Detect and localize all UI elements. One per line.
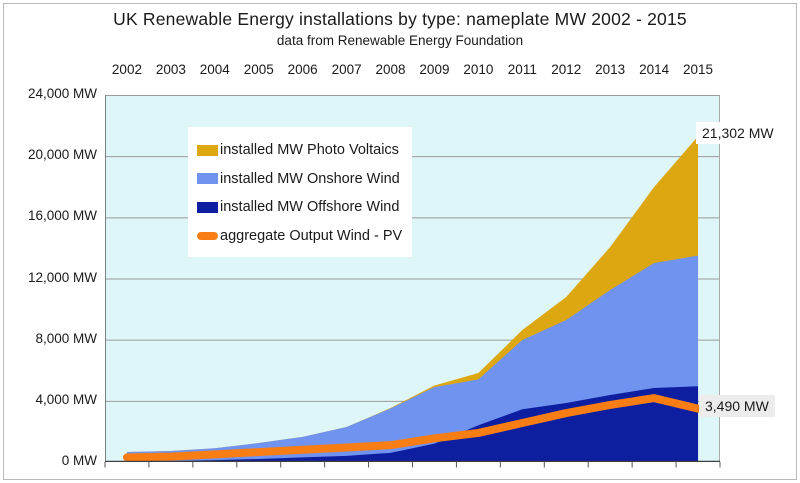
legend-label: installed MW Onshore Wind [220, 170, 400, 187]
y-axis-label: 16,000 MW [27, 208, 97, 224]
legend-label: aggregate Output Wind - PV [220, 227, 403, 244]
x-axis-label: 2007 [331, 62, 362, 77]
legend-swatch-icon [197, 173, 218, 185]
legend: installed MW Photo Voltaics installed MW … [188, 127, 412, 257]
x-axis-label: 2002 [111, 62, 142, 77]
legend-item: aggregate Output Wind - PV [197, 222, 404, 251]
x-axis-label: 2008 [375, 62, 406, 77]
x-axis-label: 2012 [551, 62, 582, 77]
area-installed-mw-offshore-wind [126, 386, 699, 462]
x-axis-label: 2005 [243, 62, 274, 77]
legend-item: installed MW Offshore Wind [197, 193, 404, 222]
x-axis-label: 2003 [155, 62, 186, 77]
y-axis-label: 24,000 MW [27, 86, 97, 101]
aggregate-output-line [122, 394, 703, 462]
legend-swatch-icon [197, 144, 218, 156]
legend-label: installed MW Offshore Wind [220, 199, 400, 216]
x-axis-label: 2013 [595, 62, 626, 77]
x-axis-label: 2006 [287, 62, 318, 77]
legend-item: installed MW Onshore Wind [197, 165, 404, 194]
legend-label: installed MW Photo Voltaics [220, 142, 399, 159]
x-axis-label: 2015 [683, 62, 714, 77]
y-axis-label: 20,000 MW [27, 147, 97, 163]
chart-subtitle: data from Renewable Energy Foundation [276, 33, 524, 48]
y-axis-label: 12,000 MW [27, 269, 97, 285]
y-axis-label: 0 MW [61, 453, 97, 468]
y-axis-label: 8,000 MW [35, 330, 97, 346]
y-axis-label: 4,000 MW [35, 391, 97, 407]
x-axis-label: 2011 [507, 62, 537, 77]
chart-title: UK Renewable Energy installations by typ… [113, 9, 687, 29]
x-axis-label: 2004 [199, 62, 230, 77]
annotation-total-2015: 21,302 MW [696, 122, 780, 144]
x-axis-label: 2014 [639, 62, 670, 77]
x-axis-label: 2009 [419, 62, 450, 77]
legend-swatch-icon [197, 231, 218, 240]
x-axis-label: 2010 [463, 62, 494, 77]
legend-item: installed MW Photo Voltaics [197, 136, 404, 165]
annotation-output-2015: 3,490 MW [699, 395, 775, 417]
legend-swatch-icon [197, 201, 218, 213]
